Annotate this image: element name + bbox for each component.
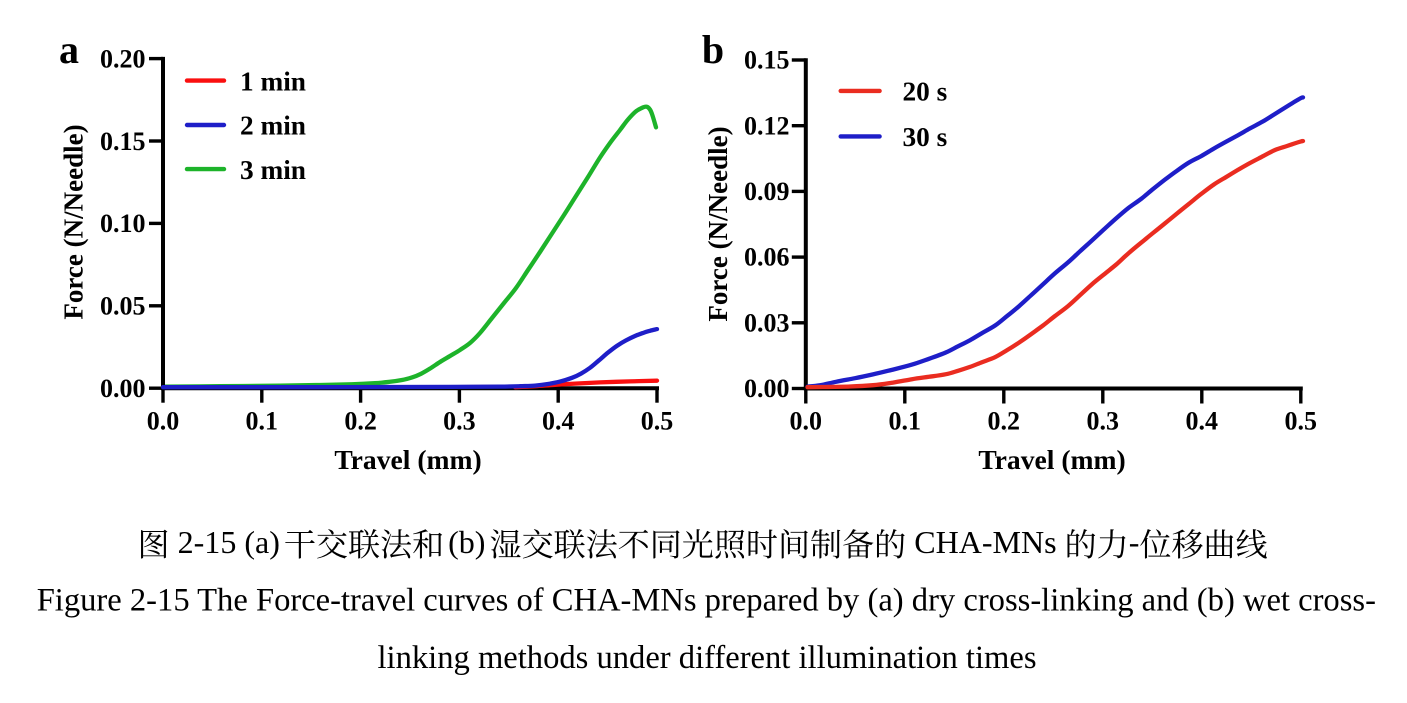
svg-text:0.05: 0.05: [100, 292, 146, 321]
svg-text:0.5: 0.5: [1285, 407, 1318, 436]
svg-text:Force (N/Needle): Force (N/Needle): [703, 126, 733, 321]
svg-text:0.10: 0.10: [100, 209, 146, 238]
svg-text:Travel (mm): Travel (mm): [334, 444, 481, 475]
svg-text:0.15: 0.15: [744, 46, 790, 75]
svg-text:0.03: 0.03: [744, 308, 790, 337]
svg-text:Force (N/Needle): Force (N/Needle): [59, 124, 89, 319]
svg-text:0.4: 0.4: [542, 407, 575, 436]
svg-text:20 s: 20 s: [903, 77, 948, 107]
svg-text:0.1: 0.1: [889, 407, 922, 436]
svg-text:Travel (mm): Travel (mm): [978, 444, 1125, 475]
svg-text:0.0: 0.0: [790, 407, 823, 436]
svg-text:0.2: 0.2: [344, 407, 377, 436]
svg-text:-: -: [1129, 524, 1140, 560]
svg-text:0.3: 0.3: [443, 407, 476, 436]
svg-text:linking methods under differen: linking methods under different illumina…: [377, 640, 1036, 676]
svg-text:(b): (b): [448, 524, 485, 560]
svg-text:Figure 2-15 The Force-travel c: Figure 2-15 The Force-travel curves of C…: [37, 583, 1376, 619]
svg-text:0.5: 0.5: [641, 407, 674, 436]
svg-text:0.3: 0.3: [1087, 407, 1120, 436]
svg-text:2 min: 2 min: [240, 111, 306, 141]
svg-text:0.15: 0.15: [100, 127, 146, 156]
svg-text:0.2: 0.2: [988, 407, 1021, 436]
svg-text:0.4: 0.4: [1186, 407, 1219, 436]
svg-text:2-15 (a): 2-15 (a): [170, 524, 280, 560]
svg-text:30 s: 30 s: [903, 122, 948, 152]
svg-text:1 min: 1 min: [240, 66, 306, 96]
svg-text:0.09: 0.09: [744, 177, 790, 206]
svg-text:0.00: 0.00: [744, 374, 790, 403]
svg-text:0.0: 0.0: [147, 407, 180, 436]
svg-text:0.12: 0.12: [744, 111, 790, 140]
svg-text:b: b: [702, 27, 724, 72]
svg-text:3 min: 3 min: [240, 155, 306, 185]
svg-text:0.1: 0.1: [246, 407, 279, 436]
svg-text:0.06: 0.06: [744, 243, 790, 272]
svg-text:CHA-MNs: CHA-MNs: [906, 524, 1064, 560]
svg-text:0.00: 0.00: [100, 374, 146, 403]
svg-text:0.20: 0.20: [100, 44, 146, 73]
svg-text:a: a: [59, 27, 79, 72]
